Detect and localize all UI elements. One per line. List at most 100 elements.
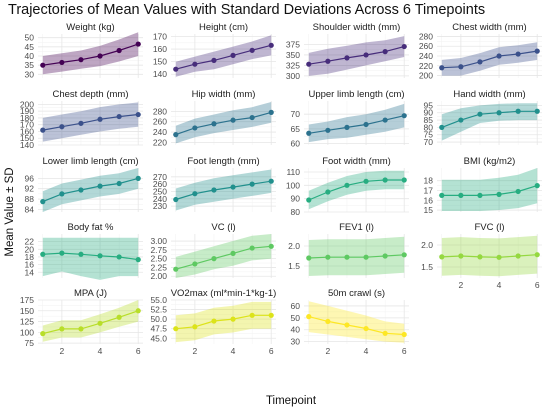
mean-point: Foot width (mm) t4: 103	[363, 178, 369, 184]
mean-point: 50m crawl (s) t1: 51	[306, 314, 312, 320]
y-tick-label: 16	[25, 260, 35, 270]
y-tick-label: 300	[286, 71, 300, 81]
x-tick-label: 2	[59, 346, 64, 356]
mean-point: Body fat % t6: 17.3	[135, 257, 141, 263]
y-tick-label: 50	[291, 313, 301, 323]
panel-height-cm: Height (cm) 140 150 160 170 Height (cm) t1: 1…	[153, 22, 276, 79]
mean-line	[308, 46, 405, 65]
y-tick-label: 85	[424, 115, 434, 125]
panel-title: Shoulder width (mm)	[313, 22, 401, 33]
y-tick-label: 92	[25, 184, 35, 194]
y-tick-label: 240	[419, 51, 433, 61]
y-tick-label: 1.5	[421, 262, 433, 272]
y-tick-label: 2.25	[150, 262, 167, 272]
x-tick-label: 4	[364, 346, 369, 356]
mean-point: BMI (kg/m2) t4: 16.6	[496, 191, 502, 197]
x-tick-label: 6	[535, 280, 540, 290]
mean-point: Lower limb length (cm) t2: 90	[59, 191, 65, 197]
panel-fvc-l: FVC (l) 1.5 2.0 2 4 6 FVC (l) t1: 1.73 FVC (l) …	[421, 222, 542, 290]
mean-line	[42, 113, 139, 131]
y-tick-label: 75	[25, 338, 35, 348]
y-tick-label: 40	[25, 51, 35, 61]
mean-point: FEV1 (l) t1: 1.7	[306, 255, 312, 261]
x-tick-label: 2	[458, 280, 463, 290]
mean-point: FEV1 (l) t6: 1.78	[401, 252, 407, 258]
panel-title: Hip width (mm)	[192, 89, 256, 100]
y-tick-label: 30	[25, 69, 35, 79]
panel-title: VO2max (ml*min-1*kg-1)	[171, 288, 277, 299]
mean-point: Hand width (mm) t2: 85	[458, 117, 464, 123]
panel-title: Body fat %	[68, 222, 114, 233]
y-tick-label: 140	[20, 140, 34, 150]
mean-point: Weight (kg) t3: 38	[78, 57, 84, 63]
mean-point: Body fat % t2: 19	[59, 250, 65, 256]
x-tick-label: 4	[231, 346, 236, 356]
mean-point: Height (cm) t3: 151	[211, 57, 217, 64]
facet-panels: Weight (kg)3035404550Weight (kg) t1: 35W…	[20, 22, 542, 356]
mean-point: Upper limb length (cm) t6: 69.5	[401, 113, 407, 119]
mean-point: VC (l) t2: 2.35	[192, 261, 198, 267]
mean-point: Hand width (mm) t5: 91	[515, 108, 521, 114]
y-tick-label: 18	[424, 176, 434, 186]
y-tick-label: 18	[25, 252, 35, 262]
mean-point: Height (cm) t2: 148	[192, 61, 198, 67]
mean-point: VO2max (ml*min-1*kg-1) t3: 49.5	[211, 318, 217, 324]
x-tick-label: 6	[402, 346, 407, 356]
y-axis-label: Mean Value ± SD	[4, 167, 16, 256]
y-tick-label: 125	[20, 317, 34, 327]
x-tick-label: 2	[192, 346, 197, 356]
mean-point: Chest width (mm) t2: 218	[458, 64, 464, 70]
sd-ribbon	[441, 235, 538, 277]
y-tick-label: 2.0	[421, 240, 433, 250]
y-tick-label: 50.0	[150, 314, 167, 324]
mean-line	[175, 111, 272, 136]
x-axis-label: Timepoint	[266, 395, 317, 407]
panel-title: Chest width (mm)	[452, 22, 526, 33]
y-tick-label: 60	[291, 139, 301, 149]
y-tick-label: 180	[20, 113, 34, 123]
sd-ribbon	[308, 170, 405, 210]
mean-point: Chest width (mm) t1: 216	[439, 65, 445, 71]
y-tick-label: 80	[291, 207, 301, 217]
mean-point: Weight (kg) t2: 36.5	[59, 59, 65, 66]
panel-upper-limb-length-cm: Upper limb length (cm) 60 65 70 Upper limb l…	[291, 89, 409, 149]
y-tick-label: 260	[419, 41, 433, 51]
mean-line	[175, 245, 272, 270]
mean-point: Height (cm) t1: 144	[173, 66, 179, 72]
mean-point: Upper limb length (cm) t5: 68	[382, 117, 388, 123]
mean-point: Hand width (mm) t4: 90	[496, 110, 502, 116]
y-tick-label: 90	[424, 108, 434, 118]
sd-ribbon	[441, 103, 538, 141]
mean-line	[42, 252, 139, 261]
mean-point: MPA (J) t2: 108	[59, 326, 65, 332]
sd-ribbon	[175, 301, 272, 343]
mean-point: BMI (kg/m2) t3: 16.5	[477, 192, 483, 198]
sd-ribbon	[175, 169, 272, 211]
panel-title: Hand width (mm)	[453, 89, 525, 100]
mean-point: Chest depth (mm) t3: 172	[78, 120, 84, 126]
mean-point: FEV1 (l) t3: 1.72	[344, 254, 350, 260]
y-tick-label: 2.75	[150, 245, 167, 255]
mean-point: FEV1 (l) t5: 1.75	[382, 253, 388, 259]
mean-point: Chest depth (mm) t4: 178	[97, 116, 103, 122]
y-tick-label: 15	[424, 205, 434, 215]
y-tick-label: 2.00	[150, 271, 167, 281]
mean-point: Upper limb length (cm) t2: 64.5	[325, 127, 331, 133]
panel-title: Lower limb length (cm)	[42, 156, 138, 167]
mean-line	[42, 177, 139, 203]
mean-point: Lower limb length (cm) t1: 87	[40, 199, 46, 205]
y-tick-label: 75	[424, 130, 434, 140]
mean-point: VC (l) t1: 2.2	[173, 266, 179, 272]
mean-point: Foot width (mm) t2: 95	[325, 189, 331, 195]
mean-point: Foot width (mm) t6: 104	[401, 177, 407, 183]
mean-point: VO2max (ml*min-1*kg-1) t2: 48	[192, 324, 198, 330]
panel-foot-width-mm: Foot width (mm) 80 90 100 110 Foot width (mm)…	[286, 156, 409, 217]
mean-point: MPA (J) t6: 150	[135, 308, 141, 314]
y-tick-label: 45.0	[150, 333, 167, 343]
mean-point: 50m crawl (s) t2: 47	[325, 318, 331, 325]
